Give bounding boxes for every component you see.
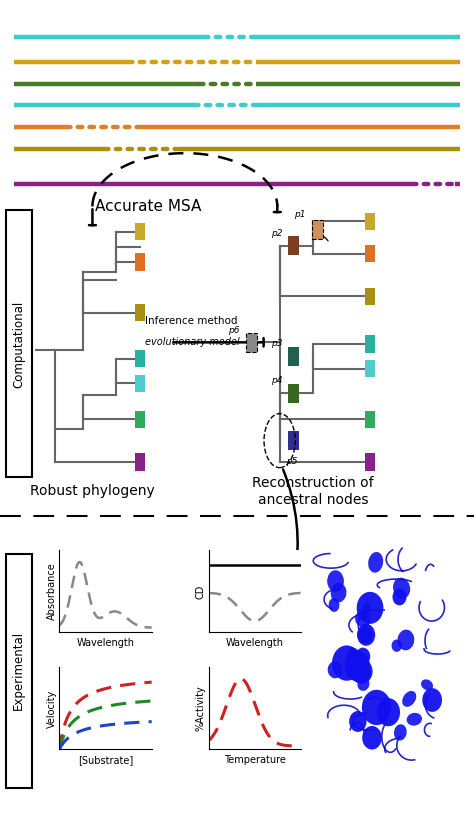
X-axis label: [Substrate]: [Substrate] [78, 755, 133, 765]
Bar [365, 246, 375, 262]
Bar [6, 210, 32, 477]
Bar [246, 333, 257, 352]
Bar [135, 411, 145, 428]
Circle shape [357, 592, 383, 624]
X-axis label: Temperature: Temperature [224, 755, 286, 765]
Bar [135, 454, 145, 470]
Bar [365, 411, 375, 428]
Ellipse shape [407, 713, 422, 726]
Circle shape [349, 711, 366, 732]
Ellipse shape [328, 598, 339, 612]
Bar [288, 383, 300, 403]
Ellipse shape [393, 577, 410, 599]
Bar [288, 431, 300, 450]
Ellipse shape [355, 611, 371, 627]
X-axis label: Wavelength: Wavelength [76, 638, 135, 648]
Circle shape [345, 651, 370, 681]
Circle shape [392, 589, 407, 605]
Circle shape [362, 690, 392, 725]
Circle shape [377, 698, 400, 726]
Text: Reconstruction of
ancestral nodes: Reconstruction of ancestral nodes [252, 477, 374, 506]
Text: p2: p2 [271, 229, 283, 238]
Bar [135, 223, 145, 241]
Ellipse shape [352, 659, 373, 684]
Y-axis label: CD: CD [196, 584, 206, 599]
X-axis label: Wavelength: Wavelength [226, 638, 284, 648]
Ellipse shape [361, 604, 371, 620]
Circle shape [422, 688, 442, 712]
Circle shape [356, 648, 370, 665]
Text: p4: p4 [271, 377, 283, 385]
Text: Accurate MSA: Accurate MSA [95, 199, 201, 214]
Text: p5: p5 [286, 458, 297, 466]
Bar [365, 360, 375, 377]
Bar [365, 454, 375, 470]
Text: p6: p6 [228, 326, 240, 334]
Ellipse shape [346, 648, 363, 672]
Bar [135, 253, 145, 270]
Ellipse shape [394, 724, 407, 740]
Ellipse shape [328, 662, 343, 678]
Text: Experimental: Experimental [12, 631, 25, 709]
Ellipse shape [392, 640, 402, 652]
Ellipse shape [368, 552, 383, 572]
Text: Inference method: Inference method [145, 316, 237, 326]
Circle shape [332, 645, 361, 681]
Ellipse shape [327, 570, 344, 592]
Bar [135, 350, 145, 367]
Ellipse shape [402, 691, 416, 707]
Circle shape [362, 726, 382, 749]
Bar [135, 374, 145, 391]
Bar [365, 287, 375, 305]
Y-axis label: Absorbance: Absorbance [46, 563, 56, 620]
Bar [6, 554, 32, 788]
Y-axis label: %Activity: %Activity [196, 686, 206, 731]
Text: Computational: Computational [12, 301, 25, 387]
Text: evolutionary model: evolutionary model [145, 337, 239, 347]
Ellipse shape [351, 663, 371, 684]
Text: p3: p3 [271, 340, 283, 348]
Ellipse shape [421, 679, 433, 690]
Bar [288, 236, 300, 256]
Bar [312, 219, 323, 239]
Ellipse shape [357, 677, 369, 691]
Text: Robust phylogeny: Robust phylogeny [30, 484, 155, 499]
Bar [288, 346, 300, 366]
Text: p1: p1 [294, 210, 305, 219]
Bar [135, 304, 145, 321]
Y-axis label: Velocity: Velocity [46, 690, 56, 727]
Ellipse shape [331, 583, 346, 603]
Bar [365, 212, 375, 230]
Ellipse shape [398, 630, 414, 650]
Bar [365, 336, 375, 352]
Circle shape [357, 624, 375, 645]
Circle shape [358, 627, 373, 644]
